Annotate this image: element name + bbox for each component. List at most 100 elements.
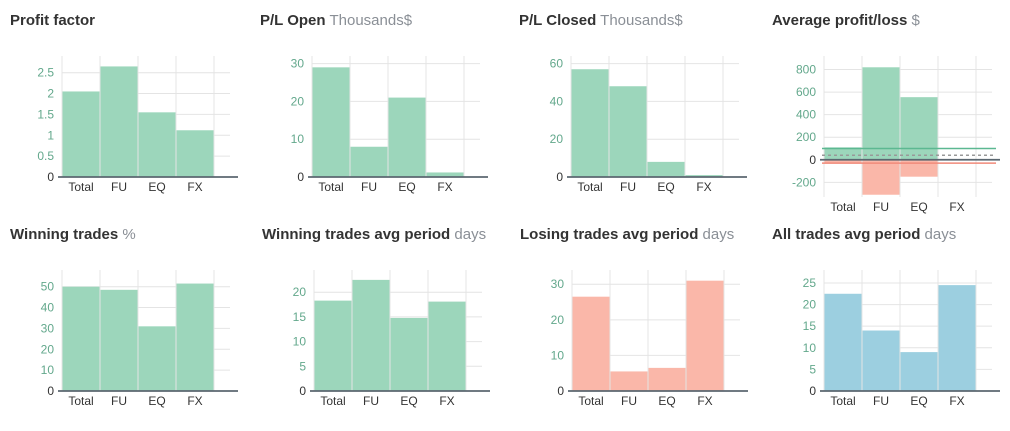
x-tick-label: FX	[187, 394, 202, 408]
y-tick-label: 800	[796, 63, 816, 77]
x-tick-label: Total	[68, 180, 93, 194]
chart-all-trades-period: All trades avg period days 0 5 10 15 20 25 Tot…	[772, 226, 1010, 431]
x-tick-label: FU	[361, 180, 377, 194]
y-tick-label: 0	[557, 384, 564, 398]
chart-unit: days	[924, 226, 957, 243]
chart-plot: 0 10 20 30 40 50 Total FU EQ FX	[41, 270, 238, 408]
x-tick-label: Total	[830, 394, 855, 408]
chart-unit: days	[702, 226, 735, 243]
chart-title-text: P/L Closed	[519, 12, 597, 29]
chart-profit-factor: Profit factor 0 0.5 1 1.5 2 2.5 Total FU EQ FX	[10, 12, 250, 217]
bar	[900, 159, 938, 177]
bar	[862, 330, 900, 391]
y-tick-label: 10	[41, 363, 55, 377]
chart-unit: %	[122, 226, 136, 243]
bar	[609, 86, 647, 177]
bar	[862, 67, 900, 160]
chart-unit: Thousands$	[329, 12, 413, 29]
chart-plot: 0 10 20 30 Total FU EQ FX	[551, 270, 748, 408]
y-tick-label: 40	[41, 301, 55, 315]
bar	[824, 147, 862, 160]
y-tick-label: 5	[809, 362, 816, 376]
x-tick-label: FX	[697, 394, 712, 408]
bar	[428, 301, 466, 391]
chart-unit: Thousands$	[600, 12, 683, 29]
y-tick-label: 5	[299, 359, 306, 373]
bar	[900, 97, 938, 160]
chart-title: Average profit/loss $	[772, 12, 920, 29]
bar	[648, 367, 686, 391]
x-tick-label: EQ	[657, 180, 674, 194]
chart-title: P/L Open Thousands$	[260, 12, 412, 29]
bar	[100, 289, 138, 391]
bar	[176, 283, 214, 391]
bar	[100, 66, 138, 177]
chart-losing-trades-period: Losing trades avg period days 0 10 20 30 Tot…	[520, 226, 760, 431]
bar	[390, 317, 428, 391]
x-tick-label: FU	[873, 394, 889, 408]
x-tick-label: EQ	[400, 394, 417, 408]
bar	[686, 280, 724, 391]
bar	[350, 146, 388, 177]
bar	[571, 69, 609, 177]
y-tick-label: 2.5	[37, 66, 54, 80]
y-tick-label: 30	[291, 57, 305, 71]
bar	[824, 159, 862, 164]
y-tick-label: 15	[293, 310, 307, 324]
bar	[862, 159, 900, 195]
chart-unit: days	[454, 226, 487, 243]
x-tick-label: EQ	[910, 200, 927, 214]
y-tick-label: 2	[47, 87, 54, 101]
x-tick-label: FU	[621, 394, 637, 408]
bar	[176, 130, 214, 177]
bar	[138, 326, 176, 391]
y-tick-label: 600	[796, 85, 816, 99]
bar	[314, 300, 352, 391]
y-tick-label: 0	[297, 170, 304, 184]
chart-title-text: Winning trades avg period	[262, 226, 451, 243]
x-tick-label: EQ	[148, 394, 165, 408]
x-tick-label: Total	[320, 394, 345, 408]
y-tick-label: 0	[299, 384, 306, 398]
chart-pl-closed: P/L Closed Thousands$ 0 20 40 60 Total FU EQ FX	[519, 12, 759, 217]
chart-plot: 0 20 40 60 Total FU EQ FX	[550, 56, 747, 194]
bar	[938, 285, 976, 391]
x-tick-label: EQ	[398, 180, 415, 194]
x-tick-label: FX	[439, 394, 454, 408]
x-tick-label: FU	[111, 180, 127, 194]
x-tick-label: Total	[577, 180, 602, 194]
chart-title-text: Winning trades	[10, 226, 119, 243]
y-tick-label: 0	[47, 384, 54, 398]
y-tick-label: 15	[803, 319, 817, 333]
y-tick-label: 400	[796, 108, 816, 122]
chart-title-text: Profit factor	[10, 12, 96, 29]
bar	[610, 371, 648, 391]
bar	[647, 161, 685, 177]
chart-title-text: Average profit/loss	[772, 12, 908, 29]
x-tick-label: FX	[949, 200, 964, 214]
chart-title: Winning trades avg period days	[262, 226, 486, 243]
x-tick-label: Total	[830, 200, 855, 214]
bar	[62, 286, 100, 391]
chart-plot: 0 10 20 30 Total FU EQ FX	[291, 56, 488, 194]
bar	[824, 293, 862, 391]
y-tick-label: 0	[47, 170, 54, 184]
y-tick-label: 200	[796, 130, 816, 144]
chart-title-text: All trades avg period	[772, 226, 921, 243]
y-tick-label: 10	[293, 335, 307, 349]
bar	[138, 112, 176, 177]
x-tick-label: EQ	[148, 180, 165, 194]
x-tick-label: FU	[363, 394, 379, 408]
bar	[572, 296, 610, 391]
y-tick-label: 0	[809, 153, 816, 167]
x-tick-label: FU	[111, 394, 127, 408]
x-tick-label: FX	[949, 394, 964, 408]
chart-winning-trades-period: Winning trades avg period days 0 5 10 15 20 T…	[262, 226, 502, 431]
bar	[388, 97, 426, 177]
y-tick-label: 20	[293, 285, 307, 299]
y-tick-label: 0	[556, 170, 563, 184]
x-tick-label: Total	[578, 394, 603, 408]
bar	[900, 352, 938, 391]
bar	[312, 67, 350, 177]
x-tick-label: EQ	[658, 394, 675, 408]
